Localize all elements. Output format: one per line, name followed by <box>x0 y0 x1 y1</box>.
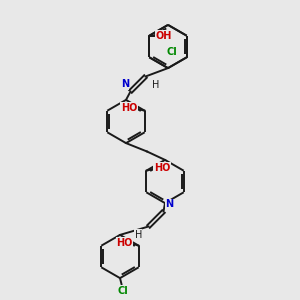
Text: N: N <box>165 199 173 209</box>
Text: HO: HO <box>116 238 133 248</box>
Text: H: H <box>134 230 142 239</box>
Text: HO: HO <box>121 103 137 113</box>
Text: OH: OH <box>155 31 172 41</box>
Text: H: H <box>152 80 160 89</box>
Text: HO: HO <box>154 163 170 173</box>
Text: Cl: Cl <box>167 47 178 57</box>
Text: N: N <box>121 79 129 89</box>
Text: Cl: Cl <box>117 286 128 296</box>
